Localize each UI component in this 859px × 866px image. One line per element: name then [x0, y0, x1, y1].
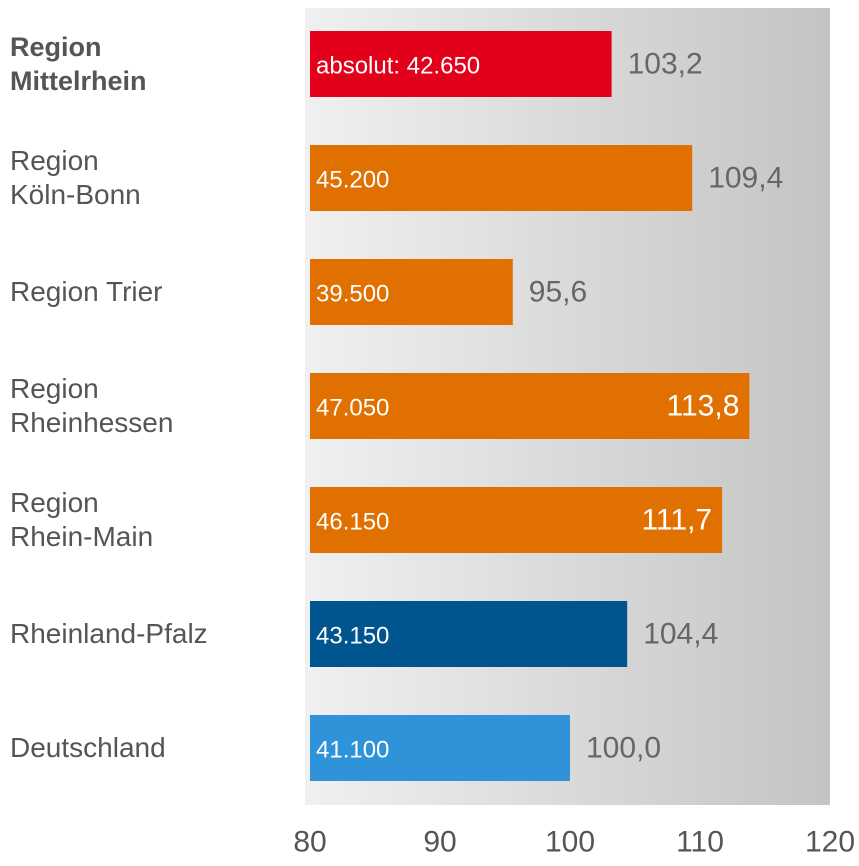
- bar-label: 47.050: [316, 395, 389, 422]
- x-tick-label: 80: [293, 826, 326, 859]
- category-label: Region Rhein-Main: [10, 487, 154, 552]
- value-label: 104,4: [643, 618, 718, 651]
- bar-label: 43.150: [316, 623, 389, 650]
- x-tick-label: 100: [545, 826, 595, 859]
- bar: [310, 145, 693, 211]
- bar-label: 41.100: [316, 737, 389, 764]
- value-label: 113,8: [667, 390, 740, 423]
- x-tick-label: 90: [423, 826, 456, 859]
- value-label: 103,2: [628, 48, 703, 81]
- bar: [310, 373, 750, 439]
- bar: [310, 715, 570, 781]
- value-label: 100,0: [586, 732, 661, 765]
- x-tick-label: 110: [676, 826, 724, 859]
- category-label: Region Köln-Bonn: [10, 145, 141, 210]
- value-label: 95,6: [529, 276, 587, 309]
- bar-label: 46.150: [316, 509, 389, 536]
- category-label: Rheinland-Pfalz: [10, 618, 208, 649]
- value-label: 111,7: [641, 504, 712, 537]
- x-tick-label: 120: [805, 826, 855, 859]
- bar-label: 39.500: [316, 281, 389, 308]
- bar-label: absolut: 42.650: [316, 53, 480, 80]
- bar: [310, 31, 612, 97]
- bar: [310, 259, 513, 325]
- bar: [310, 487, 723, 553]
- bar-label: 45.200: [316, 167, 389, 194]
- category-label: Deutschland: [10, 732, 166, 763]
- bar: [310, 601, 628, 667]
- category-label: Region Rheinhessen: [10, 373, 174, 438]
- category-label: Region Mittelrhein: [10, 32, 147, 96]
- value-label: 109,4: [708, 162, 783, 195]
- category-label: Region Trier: [10, 276, 163, 307]
